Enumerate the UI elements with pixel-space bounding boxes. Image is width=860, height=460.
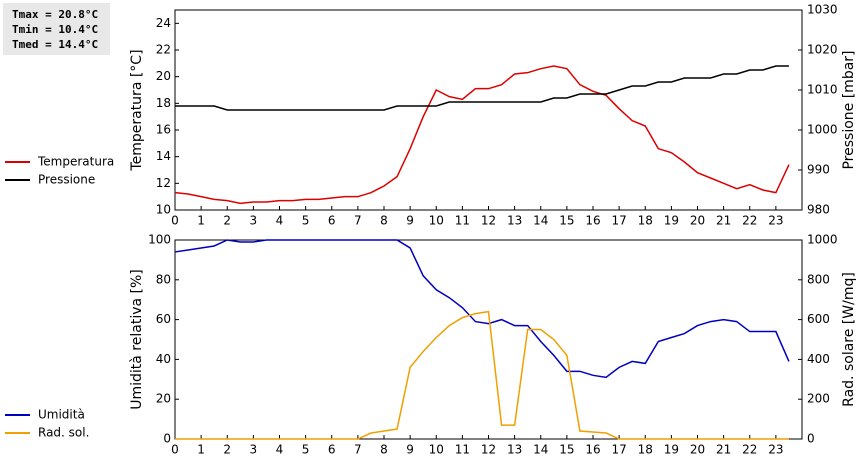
x-tick-label: 22 xyxy=(742,214,757,228)
y-tick-label: 24 xyxy=(156,16,171,30)
series-line xyxy=(174,239,790,379)
series-line xyxy=(175,65,789,111)
y2-tick-label: 980 xyxy=(807,203,830,217)
y2-tick-label: 1000 xyxy=(807,123,838,137)
y-tick-label: 60 xyxy=(156,312,171,326)
x-tick-label: 17 xyxy=(611,443,626,457)
x-tick-label: 23 xyxy=(768,214,783,228)
plot-frame xyxy=(174,239,803,440)
x-tick-label: 10 xyxy=(429,443,444,457)
x-tick-label: 20 xyxy=(690,443,705,457)
y2-tick-label: 1010 xyxy=(807,83,838,97)
x-tick-label: 6 xyxy=(328,214,336,228)
y-axis-title: Temperatura [°C] xyxy=(129,49,145,171)
x-tick-label: 5 xyxy=(302,443,310,457)
series-line xyxy=(175,310,789,440)
legend-label: Rad. sol. xyxy=(38,426,89,440)
x-tick-label: 18 xyxy=(638,443,653,457)
legend-label: Temperatura xyxy=(37,155,114,169)
y2-tick-label: 400 xyxy=(807,352,830,366)
x-tick-label: 11 xyxy=(455,443,470,457)
y-tick-label: 18 xyxy=(156,96,171,110)
x-tick-label: 21 xyxy=(716,443,731,457)
legend-label: Pressione xyxy=(38,173,95,187)
y-tick-label: 40 xyxy=(156,352,171,366)
y-axis-title: Umidità relativa [%] xyxy=(129,269,145,410)
y-tick-label: 16 xyxy=(156,123,171,137)
x-tick-label: 21 xyxy=(716,214,731,228)
x-tick-label: 1 xyxy=(197,443,205,457)
x-tick-label: 19 xyxy=(664,214,679,228)
x-tick-label: 11 xyxy=(455,214,470,228)
x-tick-label: 7 xyxy=(354,214,362,228)
x-tick-label: 4 xyxy=(276,214,284,228)
x-tick-label: 1 xyxy=(197,214,205,228)
y2-tick-label: 1000 xyxy=(807,233,838,247)
x-tick-label: 3 xyxy=(250,214,258,228)
x-tick-label: 18 xyxy=(638,214,653,228)
stats-box xyxy=(3,3,110,55)
x-tick-label: 19 xyxy=(664,443,679,457)
x-tick-label: 13 xyxy=(507,443,522,457)
stat-text: Tmin = 10.4°C xyxy=(12,23,98,36)
y2-tick-label: 1030 xyxy=(807,3,838,17)
x-tick-label: 5 xyxy=(302,214,310,228)
x-tick-label: 23 xyxy=(768,443,783,457)
x-tick-label: 8 xyxy=(380,214,388,228)
x-tick-label: 3 xyxy=(250,443,258,457)
x-tick-label: 9 xyxy=(406,214,414,228)
x-tick-label: 12 xyxy=(481,443,496,457)
stat-text: Tmax = 20.8°C xyxy=(12,8,98,21)
x-tick-label: 14 xyxy=(533,443,548,457)
y-tick-label: 20 xyxy=(156,69,171,83)
y-tick-label: 100 xyxy=(148,233,171,247)
x-tick-label: 7 xyxy=(354,443,362,457)
x-tick-label: 15 xyxy=(559,443,574,457)
x-tick-label: 14 xyxy=(533,214,548,228)
x-tick-label: 9 xyxy=(406,443,414,457)
y2-tick-label: 1020 xyxy=(807,43,838,57)
x-tick-label: 0 xyxy=(171,214,179,228)
x-tick-label: 16 xyxy=(585,443,600,457)
x-tick-label: 16 xyxy=(585,214,600,228)
x-tick-label: 6 xyxy=(328,443,336,457)
y2-tick-label: 990 xyxy=(807,163,830,177)
y2-tick-label: 200 xyxy=(807,392,830,406)
y-tick-label: 10 xyxy=(156,203,171,217)
y-tick-label: 80 xyxy=(156,272,171,286)
x-tick-label: 10 xyxy=(429,214,444,228)
y2-axis-title: Pressione [mbar] xyxy=(841,50,857,169)
x-tick-label: 13 xyxy=(507,214,522,228)
y2-tick-label: 0 xyxy=(807,432,815,446)
y-tick-label: 22 xyxy=(156,43,171,57)
x-tick-label: 8 xyxy=(380,443,388,457)
y2-axis-title: Rad. solare [W/mq] xyxy=(841,272,857,407)
y-tick-label: 12 xyxy=(156,176,171,190)
y-tick-label: 20 xyxy=(156,392,171,406)
x-tick-label: 12 xyxy=(481,214,496,228)
x-tick-label: 4 xyxy=(276,443,284,457)
y-tick-label: 0 xyxy=(163,432,171,446)
x-tick-label: 2 xyxy=(223,214,231,228)
x-tick-label: 22 xyxy=(742,443,757,457)
x-tick-label: 17 xyxy=(611,214,626,228)
legend-label: Umidità xyxy=(38,408,85,422)
series-line xyxy=(174,65,790,205)
y-tick-label: 14 xyxy=(156,149,171,163)
x-tick-label: 20 xyxy=(690,214,705,228)
stat-text: Tmed = 14.4°C xyxy=(12,38,98,51)
y2-tick-label: 600 xyxy=(807,312,830,326)
x-tick-label: 2 xyxy=(223,443,231,457)
y2-tick-label: 800 xyxy=(807,272,830,286)
x-tick-label: 0 xyxy=(171,443,179,457)
x-tick-label: 15 xyxy=(559,214,574,228)
